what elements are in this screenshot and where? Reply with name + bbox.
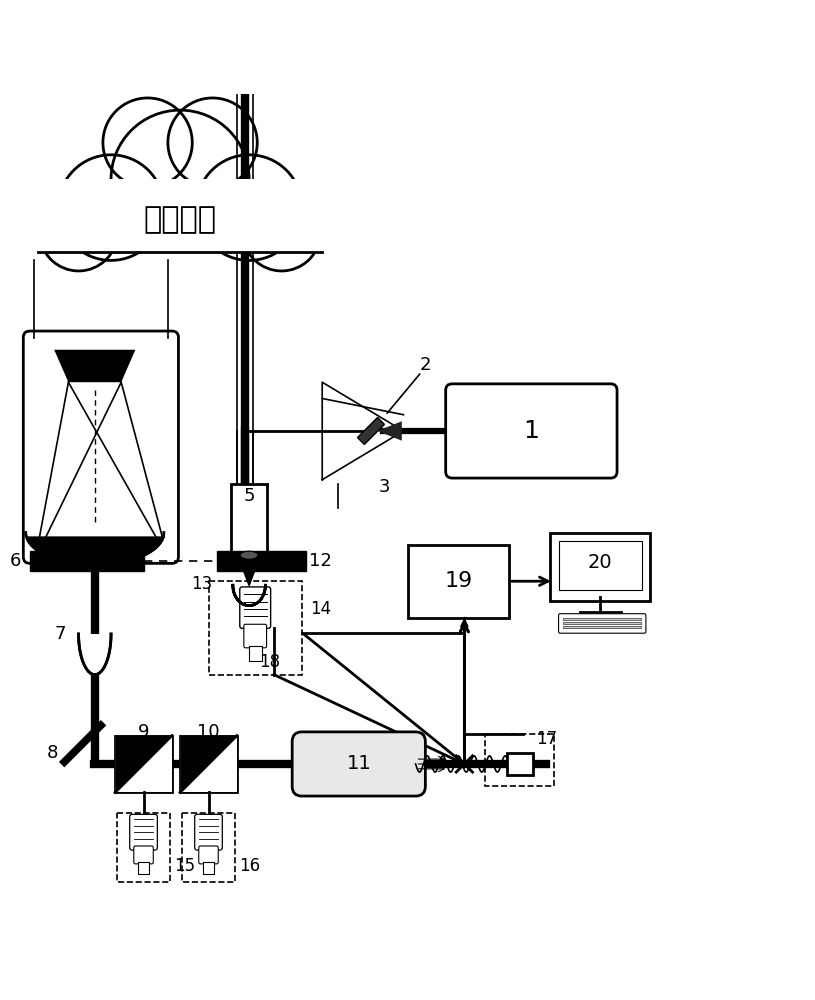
Text: 11: 11 — [346, 754, 371, 773]
Circle shape — [103, 98, 192, 187]
FancyBboxPatch shape — [195, 814, 222, 850]
FancyBboxPatch shape — [38, 179, 322, 252]
FancyBboxPatch shape — [24, 331, 178, 563]
Text: 16: 16 — [239, 857, 260, 875]
Text: 2: 2 — [420, 356, 431, 374]
FancyBboxPatch shape — [563, 622, 641, 624]
Text: 14: 14 — [310, 600, 331, 618]
Text: 13: 13 — [192, 575, 213, 593]
FancyBboxPatch shape — [217, 551, 306, 571]
FancyBboxPatch shape — [408, 545, 509, 618]
FancyBboxPatch shape — [34, 208, 326, 256]
Ellipse shape — [240, 551, 258, 559]
Text: 待测大气: 待测大气 — [143, 205, 217, 234]
Text: 4: 4 — [93, 349, 104, 367]
Text: 12: 12 — [309, 552, 332, 570]
Circle shape — [168, 98, 258, 187]
FancyBboxPatch shape — [30, 551, 143, 571]
FancyBboxPatch shape — [563, 618, 641, 620]
Polygon shape — [54, 350, 135, 382]
FancyBboxPatch shape — [249, 646, 262, 661]
FancyBboxPatch shape — [180, 736, 237, 792]
FancyBboxPatch shape — [292, 732, 425, 796]
FancyBboxPatch shape — [550, 533, 650, 601]
FancyBboxPatch shape — [558, 614, 645, 633]
FancyBboxPatch shape — [134, 846, 153, 864]
Polygon shape — [115, 736, 172, 792]
FancyBboxPatch shape — [244, 624, 267, 648]
Text: 15: 15 — [174, 857, 195, 875]
Polygon shape — [180, 736, 237, 792]
FancyBboxPatch shape — [508, 753, 533, 775]
Text: 8: 8 — [46, 744, 58, 762]
Text: 5: 5 — [244, 487, 255, 505]
Circle shape — [111, 110, 249, 248]
FancyBboxPatch shape — [563, 626, 641, 628]
FancyBboxPatch shape — [199, 846, 218, 864]
Polygon shape — [180, 736, 237, 792]
Text: 17: 17 — [535, 730, 557, 748]
Text: 7: 7 — [55, 625, 66, 643]
FancyBboxPatch shape — [240, 587, 271, 628]
Text: 10: 10 — [197, 723, 220, 741]
FancyBboxPatch shape — [203, 862, 214, 874]
FancyBboxPatch shape — [558, 541, 642, 590]
Text: 6: 6 — [10, 552, 21, 570]
FancyBboxPatch shape — [231, 484, 267, 553]
Polygon shape — [115, 736, 172, 792]
Text: 9: 9 — [138, 723, 149, 741]
FancyBboxPatch shape — [130, 814, 157, 850]
Polygon shape — [237, 553, 262, 585]
Text: 20: 20 — [588, 553, 613, 572]
Text: 3: 3 — [379, 478, 390, 496]
Circle shape — [196, 155, 302, 260]
FancyBboxPatch shape — [115, 736, 172, 792]
Text: 1: 1 — [523, 419, 540, 443]
FancyBboxPatch shape — [446, 384, 617, 478]
Polygon shape — [377, 421, 402, 441]
FancyBboxPatch shape — [358, 417, 385, 444]
Polygon shape — [78, 634, 111, 675]
FancyBboxPatch shape — [138, 862, 149, 874]
Text: 18: 18 — [259, 653, 280, 671]
Circle shape — [40, 193, 117, 271]
Circle shape — [58, 155, 164, 260]
Polygon shape — [233, 585, 266, 606]
Circle shape — [243, 193, 320, 271]
Text: 19: 19 — [444, 571, 473, 591]
